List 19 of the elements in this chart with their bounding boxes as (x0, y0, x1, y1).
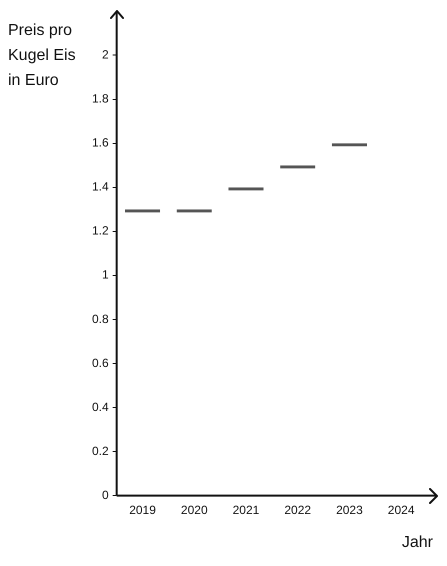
y-tick-label: 1.8 (92, 92, 109, 106)
y-tick-label: 0.2 (92, 444, 109, 458)
x-tick-label: 2021 (232, 503, 260, 518)
y-tick-label: 1.2 (92, 224, 109, 238)
y-tick-label: 1.4 (92, 180, 109, 194)
x-tick-label: 2019 (129, 503, 156, 518)
y-tick-label: 2 (102, 48, 109, 62)
x-tick-label: 2024 (388, 503, 415, 518)
y-tick-label: 0.8 (92, 312, 109, 326)
y-tick-label: 1 (102, 268, 109, 282)
y-tick-label: 0.4 (92, 400, 109, 414)
y-axis-title: Preis pro Kugel Eis in Euro (8, 21, 77, 91)
y-tick-label: 0.6 (92, 356, 109, 370)
y-tick-label: 0 (102, 488, 109, 502)
x-axis-title: Jahr (402, 534, 433, 552)
x-tick-label: 2022 (284, 503, 312, 518)
x-tick-label: 2020 (180, 503, 208, 518)
y-tick-label: 1.6 (92, 136, 109, 150)
x-tick-label: 2023 (336, 503, 364, 518)
